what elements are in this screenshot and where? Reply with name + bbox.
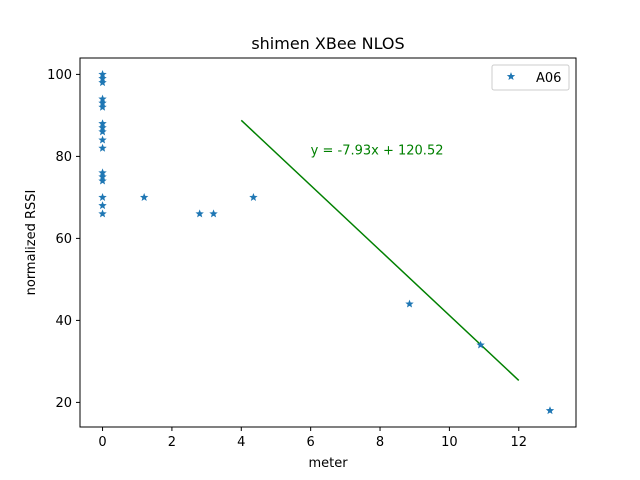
data-point — [98, 168, 107, 177]
x-tick-label: 12 — [510, 435, 527, 450]
data-point — [98, 102, 107, 111]
data-point — [98, 176, 107, 185]
x-tick-label: 4 — [237, 435, 245, 450]
fit-line — [240, 119, 520, 381]
legend-label: A06 — [536, 71, 561, 86]
legend-box — [491, 64, 570, 91]
data-point — [98, 78, 107, 87]
legend-marker — [506, 72, 516, 81]
data-point — [98, 98, 107, 107]
data-point — [139, 193, 149, 201]
axes-frame — [79, 57, 577, 428]
chart-title: shimen XBee NLOS — [251, 34, 404, 53]
fit-equation-annotation: y = -7.93x + 120.52 — [311, 143, 444, 158]
x-axis-label: meter — [308, 456, 348, 471]
data-point — [98, 74, 107, 83]
data-point — [98, 119, 107, 128]
data-point — [476, 340, 485, 349]
legend-marker-star-icon — [506, 72, 516, 81]
y-tick-label: 80 — [55, 150, 72, 165]
data-point — [98, 135, 107, 144]
y-tick-label: 20 — [55, 396, 72, 411]
data-point — [98, 143, 107, 152]
y-axis-label: normalized RSSI — [24, 190, 39, 296]
x-tick-label: 8 — [376, 435, 384, 450]
x-tick-label: 2 — [168, 435, 176, 450]
data-point — [405, 299, 414, 308]
data-point — [98, 127, 107, 136]
x-axis: 0 2 4 6 8 10 12 — [98, 427, 527, 450]
x-tick-label: 0 — [98, 435, 106, 450]
y-tick-label: 100 — [47, 68, 72, 83]
data-point — [98, 123, 107, 132]
plot-area — [98, 70, 555, 415]
data-point — [209, 209, 218, 218]
data-point — [98, 70, 107, 78]
data-point — [98, 94, 107, 103]
data-point — [98, 209, 107, 218]
y-tick-label: 40 — [55, 314, 72, 329]
legend: A06 — [491, 64, 570, 91]
y-tick-label: 60 — [55, 232, 72, 247]
data-point — [98, 172, 107, 181]
data-point — [98, 201, 107, 210]
y-axis: 20 40 60 80 100 — [47, 68, 80, 411]
data-point — [195, 209, 204, 218]
data-point — [545, 406, 555, 415]
data-point — [249, 193, 258, 201]
data-point — [98, 193, 107, 201]
x-tick-label: 6 — [307, 435, 315, 450]
x-tick-label: 10 — [441, 435, 458, 450]
